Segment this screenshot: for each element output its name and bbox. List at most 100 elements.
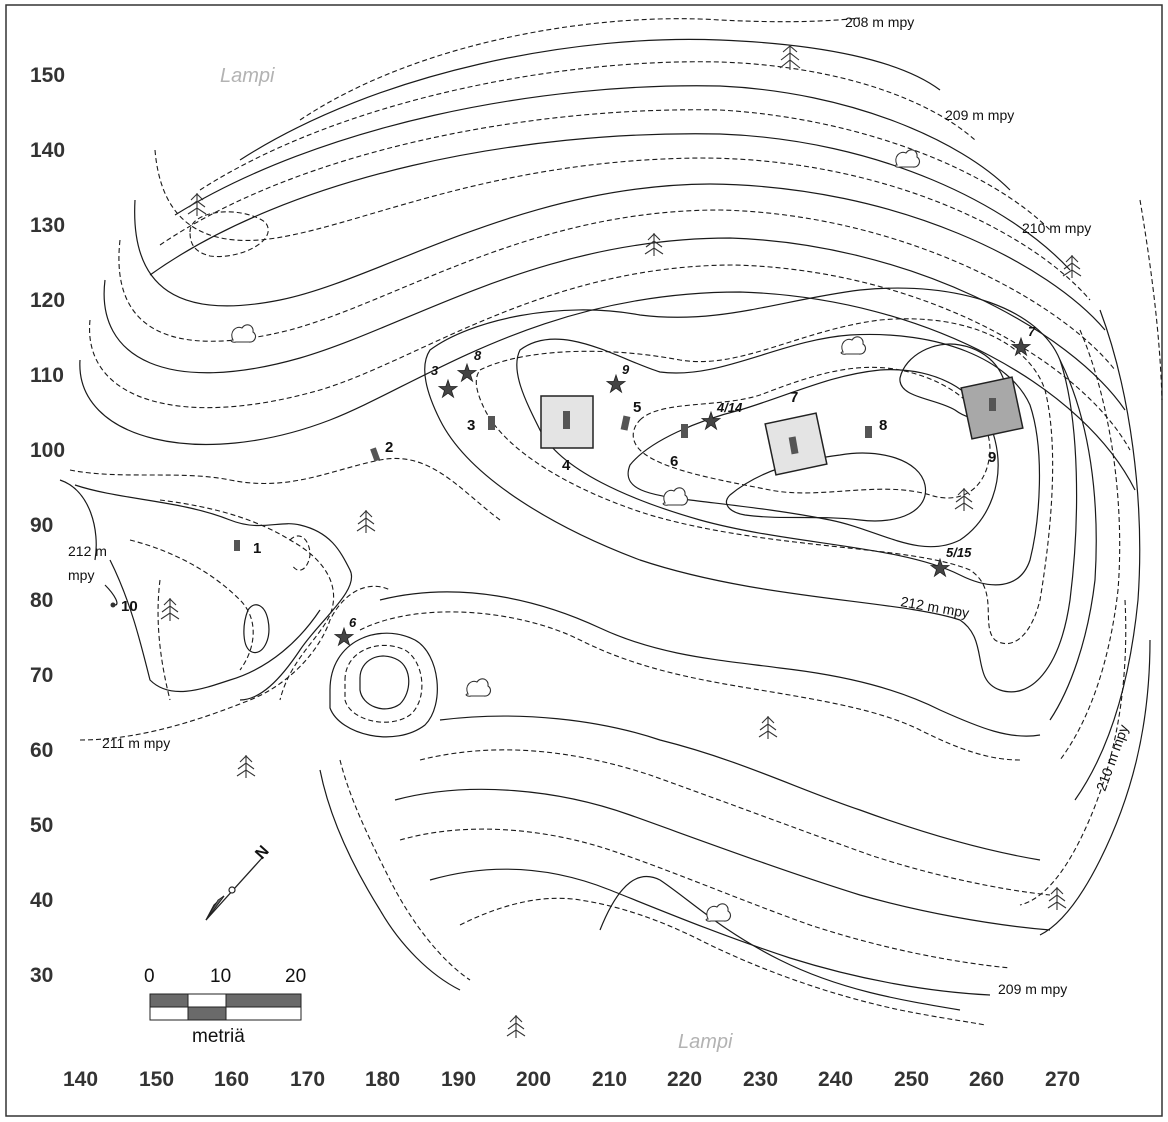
elevation-label: 209 m mpy (998, 981, 1067, 997)
x-tick-220: 220 (667, 1068, 702, 1091)
scale-bar: 0 10 20 metriä (144, 966, 306, 1047)
contour-line (89, 264, 1131, 451)
conifer-tree-icon (506, 1015, 526, 1038)
contour-line (379, 591, 1041, 737)
contour-line (103, 237, 1126, 411)
site-label-10: 10 (121, 598, 138, 615)
elevation-label: 210 m mpy (1022, 220, 1091, 236)
contour-line (1074, 309, 1141, 801)
y-tick-130: 130 (30, 214, 65, 237)
deciduous-bush-icon (894, 149, 921, 168)
tree-symbols (160, 45, 1082, 1038)
deciduous-bush-icon (840, 336, 867, 355)
x-tick-190: 190 (441, 1068, 476, 1091)
y-tick-60: 60 (30, 739, 53, 762)
site-label-9: 9 (988, 449, 996, 466)
elevation-label: 212 m (68, 543, 107, 559)
conifer-tree-icon (954, 488, 974, 511)
contour-line (1059, 329, 1121, 761)
contour-line (104, 584, 118, 606)
find-label: 4/14 (716, 400, 743, 415)
contour-line (239, 38, 941, 161)
site-marker-2 (370, 447, 381, 462)
conifer-tree-icon (758, 716, 778, 739)
y-tick-90: 90 (30, 514, 53, 537)
contour-line (429, 868, 991, 996)
find-label: 8 (474, 348, 482, 363)
star-find-icon (605, 373, 627, 394)
x-tick-270: 270 (1045, 1068, 1080, 1091)
x-tick-250: 250 (894, 1068, 929, 1091)
contour-line (199, 61, 976, 191)
x-tick-170: 170 (290, 1068, 325, 1091)
elevation-label: 208 m mpy (845, 14, 914, 30)
site-label-5: 5 (633, 399, 641, 416)
site-label-2: 2 (385, 439, 393, 456)
find-labels: 3 8 9 4/14 7 5/15 6 (349, 324, 1036, 630)
find-label: 6 (349, 615, 357, 630)
deciduous-bush-icon (465, 678, 492, 697)
site-marker-8 (865, 426, 872, 438)
contour-line (159, 499, 335, 701)
find-label: 9 (622, 362, 630, 377)
y-tick-150: 150 (30, 64, 65, 87)
site-marker-6 (681, 424, 688, 438)
contour-lines (59, 17, 1163, 1026)
contour-line (475, 318, 1054, 645)
star-find-icon (456, 362, 478, 383)
contour-line (1139, 199, 1163, 401)
site-marker-4 (563, 411, 570, 429)
contour-line (319, 769, 461, 991)
contour-line (516, 333, 1041, 586)
deciduous-bush-icon (705, 903, 732, 922)
site-label-6: 6 (670, 453, 678, 470)
site-label-3: 3 (467, 417, 475, 434)
x-tick-200: 200 (516, 1068, 551, 1091)
contour-line (129, 539, 254, 671)
contour-line (79, 291, 1136, 491)
elevation-label: mpy (68, 567, 94, 583)
contour-line (109, 559, 321, 693)
contour-line (149, 133, 1071, 276)
y-tick-70: 70 (30, 664, 53, 687)
conifer-tree-icon (1062, 255, 1082, 278)
elevation-label: 211 m mpy (102, 735, 170, 751)
conifer-tree-icon (160, 598, 180, 621)
star-find-icon (700, 410, 722, 431)
conifer-tree-icon (187, 193, 207, 216)
contour-line (339, 759, 471, 981)
site-label-8: 8 (879, 417, 887, 434)
site-marker-3 (488, 416, 495, 430)
contour-line (59, 479, 97, 561)
north-arrow-icon: N (205, 843, 273, 921)
find-markers (333, 336, 1032, 647)
x-tick-210: 210 (592, 1068, 627, 1091)
x-tick-160: 160 (214, 1068, 249, 1091)
contour-line (243, 604, 270, 654)
conifer-tree-icon (236, 755, 256, 778)
site-label-4: 4 (562, 457, 571, 474)
contour-line (134, 183, 1106, 331)
contour-line (329, 632, 438, 738)
star-find-icon (333, 626, 355, 647)
x-axis: 140 150 160 170 180 190 200 210 220 230 … (63, 1068, 1080, 1091)
scale-label-10: 10 (210, 966, 231, 987)
contour-line (157, 579, 171, 701)
conifer-tree-icon (356, 510, 376, 533)
contour-line (174, 85, 1011, 216)
y-tick-110: 110 (30, 364, 64, 387)
find-label: 3 (431, 363, 439, 378)
conifer-tree-icon (779, 45, 801, 70)
x-tick-260: 260 (969, 1068, 1004, 1091)
contour-line (439, 715, 1041, 861)
contour-line (154, 149, 1091, 301)
site-labels: 1 2 3 4 5 6 7 8 9 10 (121, 389, 996, 615)
site-marker-10 (110, 602, 116, 608)
lake-north-label: Lampi (220, 65, 275, 87)
lake-south-label: Lampi (678, 1031, 733, 1053)
deciduous-bush-icon (230, 324, 257, 343)
elevation-label: 209 m mpy (945, 107, 1014, 123)
elevation-label: 212 m mpy (899, 593, 970, 621)
conifer-tree-icon (644, 233, 664, 256)
